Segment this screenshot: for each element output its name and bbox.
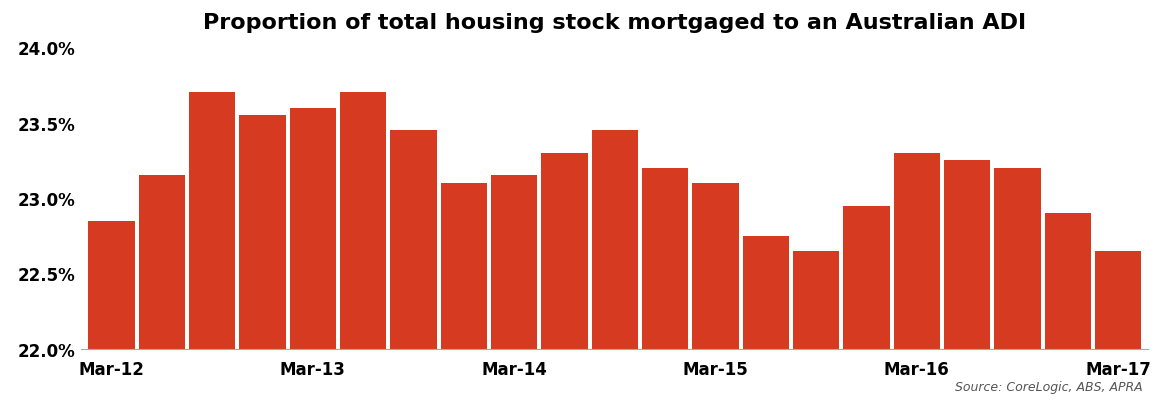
Bar — [944, 161, 991, 401]
Bar — [994, 168, 1041, 401]
Bar — [893, 154, 940, 401]
Bar — [290, 108, 336, 401]
Bar — [1095, 251, 1141, 401]
Bar — [491, 176, 537, 401]
Bar — [793, 251, 840, 401]
Bar — [843, 206, 890, 401]
Bar — [592, 131, 638, 401]
Bar — [641, 168, 688, 401]
Bar — [542, 154, 588, 401]
Bar — [239, 116, 285, 401]
Title: Proportion of total housing stock mortgaged to an Australian ADI: Proportion of total housing stock mortga… — [203, 13, 1027, 33]
Bar — [340, 93, 386, 401]
Bar — [742, 236, 789, 401]
Bar — [189, 93, 235, 401]
Bar — [441, 183, 487, 401]
Bar — [1045, 214, 1092, 401]
Bar — [693, 183, 739, 401]
Bar — [390, 131, 436, 401]
Bar — [88, 221, 135, 401]
Bar — [138, 176, 184, 401]
Text: Source: CoreLogic, ABS, APRA: Source: CoreLogic, ABS, APRA — [955, 380, 1143, 393]
